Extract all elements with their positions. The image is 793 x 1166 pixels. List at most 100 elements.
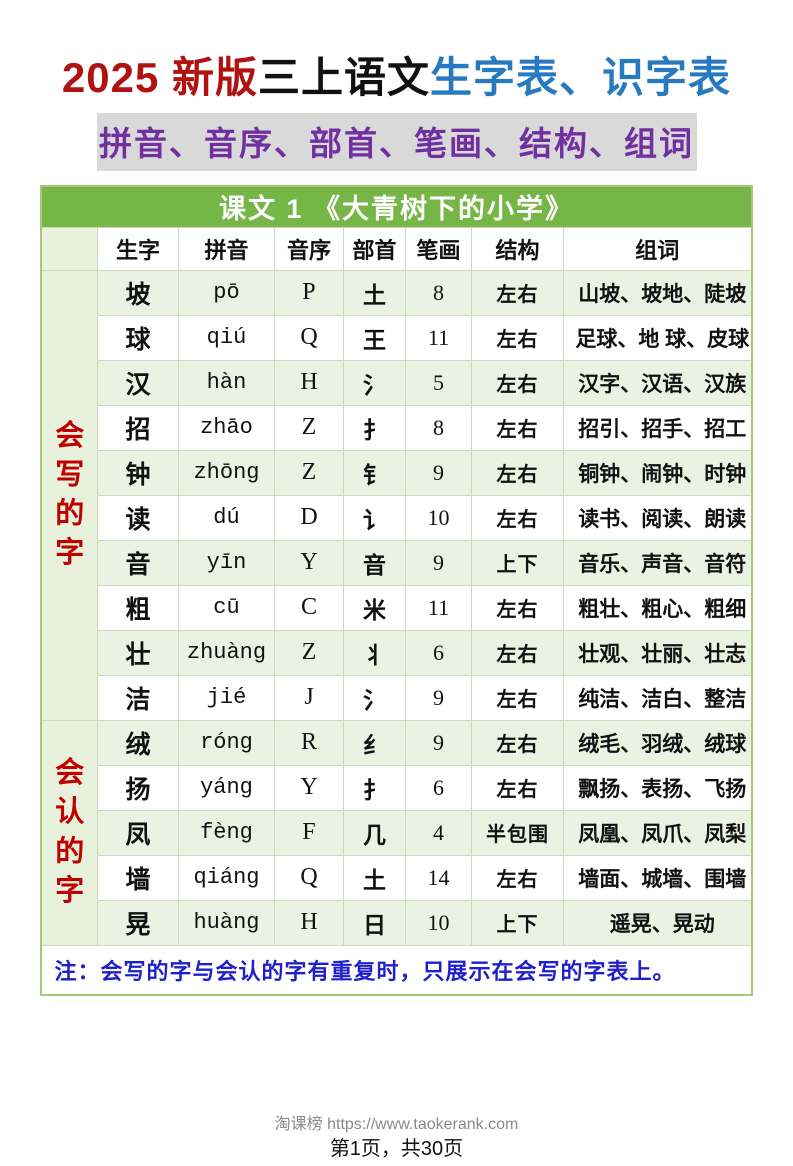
alphabet-order-cell: Z bbox=[273, 404, 344, 451]
character-cell: 绒 bbox=[96, 719, 179, 766]
page-title-subject: 生字表、识字表 bbox=[430, 54, 732, 101]
word-group-cell: 足球、地 球、皮球 bbox=[562, 314, 753, 361]
table-row: 汉 hàn H 氵 5 左右 汉字、汉语、汉族 bbox=[41, 359, 753, 406]
stroke-count-cell: 9 bbox=[404, 539, 472, 586]
col-header-pinyin: 拼音 bbox=[177, 226, 275, 271]
character-cell: 音 bbox=[96, 539, 179, 586]
pinyin-cell: zhāo bbox=[177, 404, 275, 451]
radical-cell: 氵 bbox=[342, 359, 406, 406]
word-group-cell: 山坡、坡地、陡坡 bbox=[562, 269, 753, 316]
table-row: 墙 qiáng Q 土 14 左右 墙面、城墙、围墙 bbox=[41, 854, 753, 901]
stroke-count-cell: 9 bbox=[404, 674, 472, 721]
word-group-cell: 纯洁、洁白、整洁 bbox=[562, 674, 753, 721]
col-header-strokes: 笔画 bbox=[404, 226, 472, 271]
radical-cell: 丬 bbox=[342, 629, 406, 676]
stroke-count-cell: 8 bbox=[404, 404, 472, 451]
structure-cell: 上下 bbox=[470, 539, 564, 586]
vocabulary-table: 课文 1 《大青树下的小学》 生字 拼音 音序 部首 笔画 结构 组词 会写的字… bbox=[40, 185, 753, 996]
word-group-cell: 遥晃、晃动 bbox=[562, 899, 753, 946]
col-header-words: 组词 bbox=[562, 226, 753, 271]
table-row: 会写的字坡 pō P 土 8 左右 山坡、坡地、陡坡 bbox=[40, 269, 753, 721]
radical-cell: 钅 bbox=[342, 449, 406, 496]
alphabet-order-cell: H bbox=[273, 899, 344, 946]
word-group-cell: 粗壮、粗心、粗细 bbox=[562, 584, 753, 631]
pinyin-cell: qiáng bbox=[177, 854, 275, 901]
page-subtitle: 拼音、音序、部首、笔画、结构、组词 bbox=[96, 113, 697, 171]
stroke-count-cell: 9 bbox=[404, 449, 472, 496]
footer-site-link[interactable]: 淘课榜 https://www.taokerank.com bbox=[274, 1116, 519, 1133]
table-row: 音 yīn Y 音 9 上下 音乐、声音、音符 bbox=[41, 539, 753, 586]
structure-cell: 左右 bbox=[470, 314, 564, 361]
structure-cell: 左右 bbox=[470, 854, 564, 901]
alphabet-order-cell: F bbox=[273, 809, 344, 856]
radical-cell: 扌 bbox=[342, 764, 406, 811]
page-title: 2025 新版三上语文生字表、识字表 bbox=[0, 44, 793, 105]
character-cell: 晃 bbox=[96, 899, 179, 946]
structure-cell: 左右 bbox=[470, 269, 564, 316]
pinyin-cell: qiú bbox=[177, 314, 275, 361]
stroke-count-cell: 11 bbox=[404, 314, 472, 361]
lesson-title: 课文 1 《大青树下的小学》 bbox=[40, 185, 753, 228]
character-cell: 粗 bbox=[96, 584, 179, 631]
character-cell: 洁 bbox=[96, 674, 179, 721]
word-group-cell: 音乐、声音、音符 bbox=[562, 539, 753, 586]
table-row: 洁 jié J 氵 9 左右 纯洁、洁白、整洁 bbox=[41, 674, 753, 721]
alphabet-order-cell: C bbox=[273, 584, 344, 631]
table-row: 钟 zhōng Z 钅 9 左右 铜钟、闹钟、时钟 bbox=[41, 449, 753, 496]
structure-cell: 左右 bbox=[470, 629, 564, 676]
table-row: 会认的字绒 róng R 纟 9 左右 绒毛、羽绒、绒球 bbox=[40, 719, 753, 946]
radical-cell: 几 bbox=[342, 809, 406, 856]
structure-cell: 左右 bbox=[470, 404, 564, 451]
note-row: 注：会写的字与会认的字有重复时，只展示在会写的字表上。 bbox=[40, 944, 753, 996]
col-header-radical: 部首 bbox=[342, 226, 406, 271]
table-row: 招 zhāo Z 扌 8 左右 招引、招手、招工 bbox=[41, 404, 753, 451]
section-write-characters: 会写的字坡 pō P 土 8 左右 山坡、坡地、陡坡球 qiú Q 王 11 左右 足球、地 球、皮球汉… bbox=[40, 269, 753, 721]
lesson-header-row: 课文 1 《大青树下的小学》 bbox=[40, 185, 753, 228]
pinyin-cell: pō bbox=[177, 269, 275, 316]
character-cell: 墙 bbox=[96, 854, 179, 901]
stroke-count-cell: 6 bbox=[404, 764, 472, 811]
character-cell: 钟 bbox=[96, 449, 179, 496]
radical-cell: 日 bbox=[342, 899, 406, 946]
structure-cell: 左右 bbox=[470, 764, 564, 811]
radical-cell: 纟 bbox=[342, 719, 406, 766]
pinyin-cell: fèng bbox=[177, 809, 275, 856]
radical-cell: 王 bbox=[342, 314, 406, 361]
pinyin-cell: huàng bbox=[177, 899, 275, 946]
pinyin-cell: yīn bbox=[177, 539, 275, 586]
stroke-count-cell: 9 bbox=[404, 719, 472, 766]
page-title-grade: 三上语文 bbox=[258, 54, 431, 101]
stroke-count-cell: 11 bbox=[404, 584, 472, 631]
word-group-cell: 墙面、城墙、围墙 bbox=[562, 854, 753, 901]
pinyin-cell: jié bbox=[177, 674, 275, 721]
alphabet-order-cell: Z bbox=[273, 629, 344, 676]
pinyin-cell: hàn bbox=[177, 359, 275, 406]
alphabet-order-cell: J bbox=[273, 674, 344, 721]
structure-cell: 左右 bbox=[470, 584, 564, 631]
radical-cell: 氵 bbox=[342, 674, 406, 721]
col-header-initial: 音序 bbox=[273, 226, 344, 271]
radical-cell: 土 bbox=[342, 854, 406, 901]
pinyin-cell: cū bbox=[177, 584, 275, 631]
radical-cell: 土 bbox=[342, 269, 406, 316]
character-cell: 球 bbox=[96, 314, 179, 361]
character-cell: 凤 bbox=[96, 809, 179, 856]
word-group-cell: 飘扬、表扬、飞扬 bbox=[562, 764, 753, 811]
pinyin-cell: zhuàng bbox=[177, 629, 275, 676]
word-group-cell: 汉字、汉语、汉族 bbox=[562, 359, 753, 406]
note-text: 注：会写的字与会认的字有重复时，只展示在会写的字表上。 bbox=[40, 944, 753, 996]
section-label: 会认的字 bbox=[40, 719, 98, 946]
stroke-count-cell: 10 bbox=[404, 899, 472, 946]
stroke-count-cell: 6 bbox=[404, 629, 472, 676]
pinyin-cell: zhōng bbox=[177, 449, 275, 496]
word-group-cell: 壮观、壮丽、壮志 bbox=[562, 629, 753, 676]
alphabet-order-cell: D bbox=[273, 494, 344, 541]
corner-cell bbox=[40, 226, 98, 271]
stroke-count-cell: 5 bbox=[404, 359, 472, 406]
alphabet-order-cell: R bbox=[273, 719, 344, 766]
structure-cell: 左右 bbox=[470, 449, 564, 496]
stroke-count-cell: 14 bbox=[404, 854, 472, 901]
alphabet-order-cell: Y bbox=[273, 764, 344, 811]
stroke-count-cell: 8 bbox=[404, 269, 472, 316]
table-row: 凤 fèng F 几 4 半包围 凤凰、凤爪、凤梨 bbox=[41, 809, 753, 856]
